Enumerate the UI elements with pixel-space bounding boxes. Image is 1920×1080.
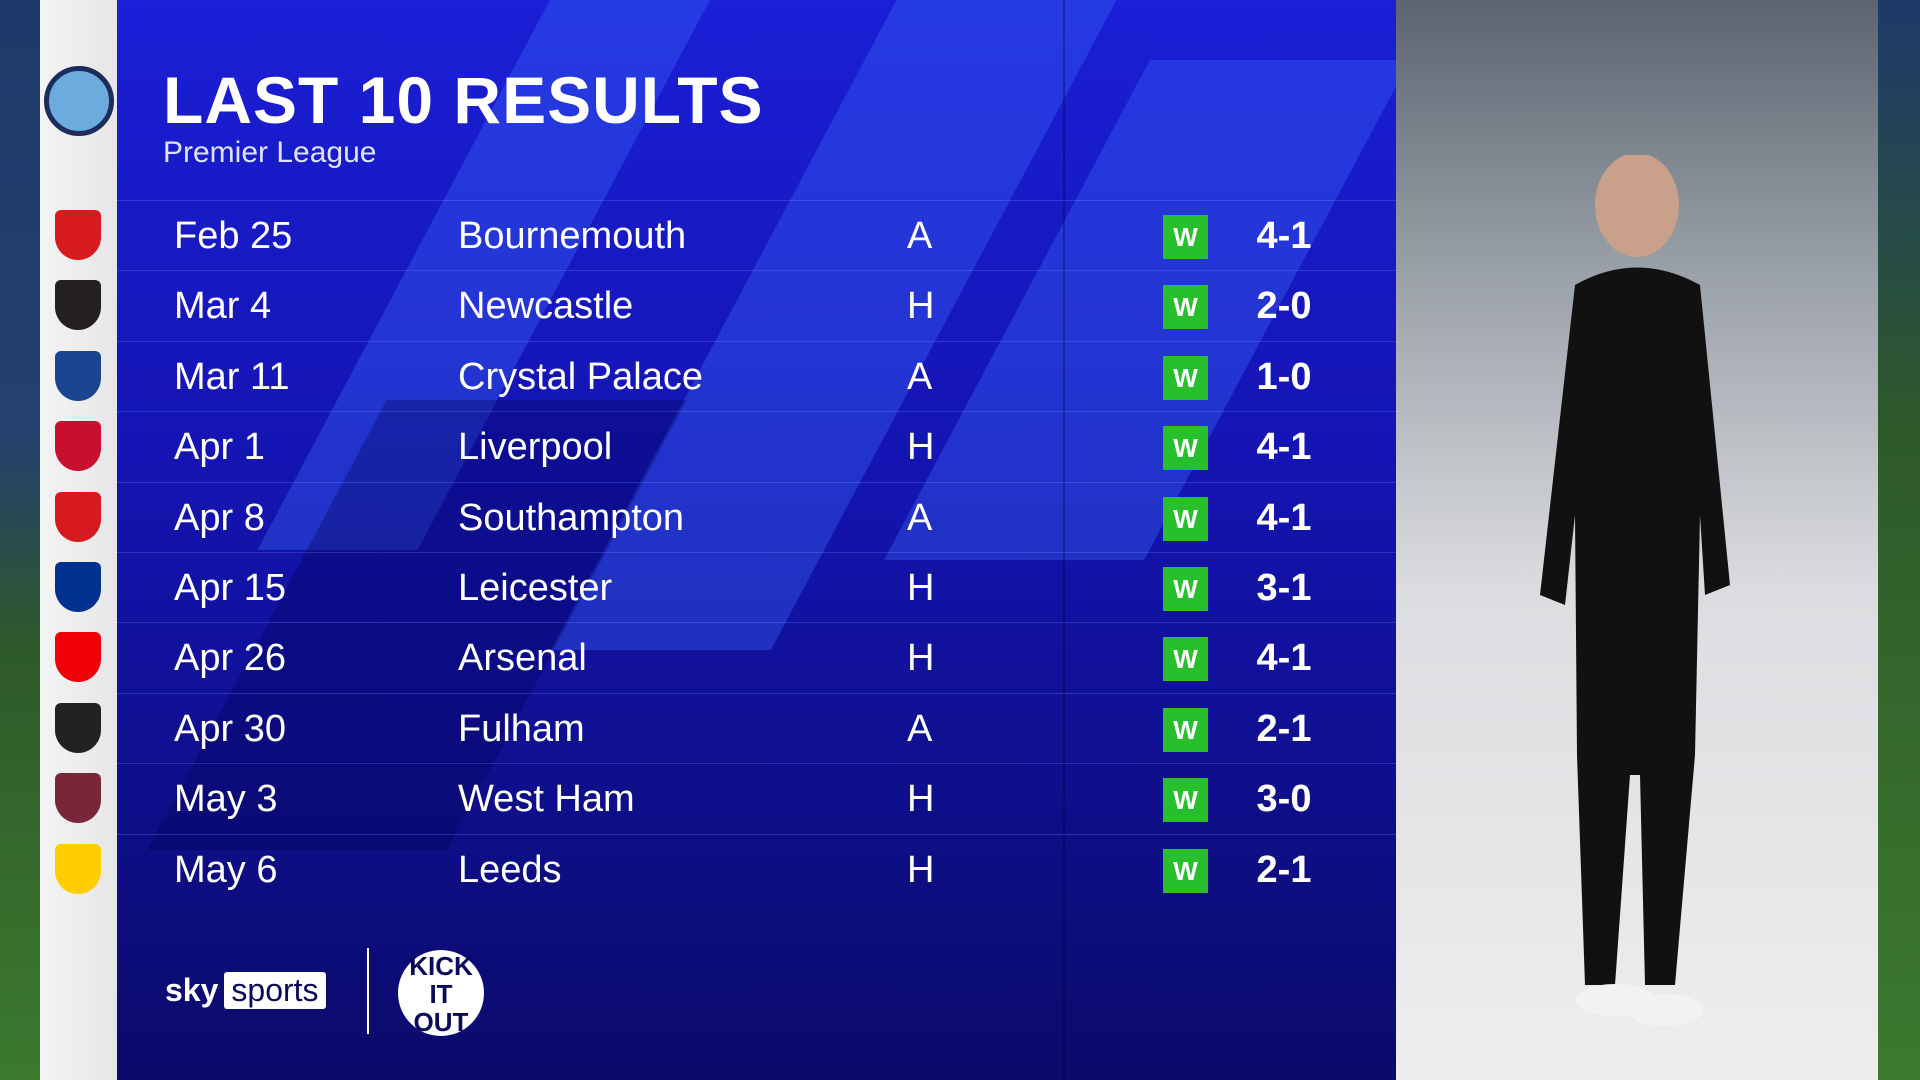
match-date: Feb 25 (174, 215, 293, 257)
opponent-crest-icon (55, 210, 101, 260)
opponent-crest-icon (55, 773, 101, 824)
opponent-name: West Ham (458, 778, 635, 821)
manager-figure (1540, 155, 1730, 1026)
result-badge: W (1163, 496, 1208, 541)
score: 2-1 (1256, 707, 1312, 750)
score: 3-1 (1256, 567, 1312, 609)
result-badge: W (1163, 567, 1208, 611)
page-title: LAST 10 RESULTS (163, 63, 764, 137)
result-row: Apr 15 Leicester H W 3-1 (117, 552, 1396, 622)
opponent-name: Crystal Palace (458, 355, 703, 398)
opponent-crest-icon (55, 491, 101, 542)
opponent-crest-icon (55, 280, 101, 331)
venue: H (907, 848, 935, 891)
venue: A (907, 215, 933, 257)
score: 4-1 (1256, 496, 1312, 539)
result-badge: W (1163, 285, 1208, 330)
match-date: Apr 30 (174, 707, 286, 750)
stadium-background-left (0, 0, 40, 1080)
result-row: Apr 26 Arsenal H W 4-1 (117, 622, 1396, 692)
score: 4-1 (1256, 426, 1312, 469)
result-badge: W (1163, 848, 1208, 893)
opponent-crest-icon (55, 702, 101, 753)
kick-it-out-logo: KICK IT OUT (398, 950, 484, 1036)
opponent-crest-icon (55, 562, 101, 612)
opponent-name: Leeds (458, 848, 562, 891)
opponent-name: Newcastle (458, 285, 634, 328)
sports-logo-text: sports (224, 972, 326, 1009)
result-row: Apr 8 Southampton A W 4-1 (117, 481, 1396, 552)
match-date: Apr 26 (174, 637, 286, 680)
result-row: Mar 11 Crystal Palace A W 1-0 (117, 340, 1396, 411)
match-date: Mar 11 (174, 355, 290, 398)
match-date: May 6 (174, 848, 278, 891)
venue: H (907, 778, 935, 821)
sky-sports-logo: sky sports (165, 972, 326, 1009)
result-badge: W (1163, 426, 1208, 471)
opponent-name: Fulham (458, 707, 585, 750)
result-row: Apr 30 Fulham A W 2-1 (117, 692, 1396, 763)
result-row: Feb 25 Bournemouth A W 4-1 (117, 200, 1396, 270)
result-row: May 3 West Ham H W 3-0 (117, 763, 1396, 833)
match-date: Apr 15 (174, 567, 286, 609)
result-badge: W (1163, 215, 1208, 259)
result-row: Mar 4 Newcastle H W 2-0 (117, 270, 1396, 340)
opponent-crest-icon (55, 350, 101, 401)
opponent-name: Southampton (458, 496, 685, 539)
score: 4-1 (1256, 637, 1312, 680)
opponent-name: Arsenal (458, 637, 587, 680)
logo-divider (367, 948, 369, 1034)
result-badge: W (1163, 707, 1208, 752)
score: 2-0 (1256, 285, 1312, 328)
match-date: Apr 8 (174, 496, 265, 539)
venue: A (907, 355, 933, 398)
score: 1-0 (1256, 355, 1312, 398)
opponent-name: Bournemouth (458, 215, 687, 257)
venue: H (907, 285, 935, 328)
match-date: Mar 4 (174, 285, 272, 328)
stadium-background-right (1878, 0, 1920, 1080)
score: 4-1 (1256, 215, 1312, 257)
opponent-crest-icon (55, 843, 101, 894)
opponent-name: Leicester (458, 567, 613, 609)
match-date: May 3 (174, 778, 278, 821)
venue: H (907, 637, 935, 680)
venue: H (907, 426, 935, 469)
result-row: May 6 Leeds H W 2-1 (117, 833, 1396, 904)
opponent-name: Liverpool (458, 426, 613, 469)
column-divider (1063, 0, 1065, 1080)
opponent-crest-icon (55, 421, 101, 472)
result-row: Apr 1 Liverpool H W 4-1 (117, 411, 1396, 481)
venue: A (907, 496, 933, 539)
score: 2-1 (1256, 848, 1312, 891)
match-date: Apr 1 (174, 426, 265, 469)
score: 3-0 (1256, 778, 1312, 821)
venue: A (907, 707, 933, 750)
venue: H (907, 567, 935, 609)
result-badge: W (1163, 637, 1208, 682)
result-badge: W (1163, 778, 1208, 823)
result-badge: W (1163, 355, 1208, 400)
manchester-city-crest (44, 66, 114, 136)
sky-logo-text: sky (165, 972, 219, 1008)
opponent-crest-icon (55, 632, 101, 683)
competition-subtitle: Premier League (163, 136, 377, 169)
